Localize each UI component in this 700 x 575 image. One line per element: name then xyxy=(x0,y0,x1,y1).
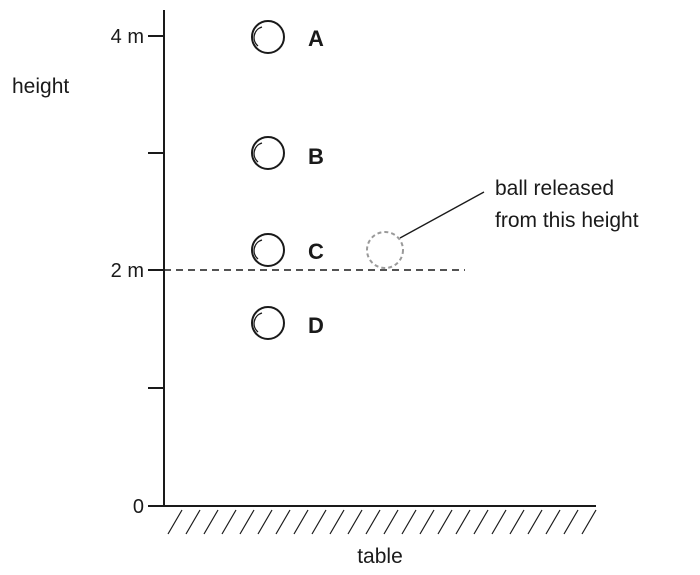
ball-label-c: C xyxy=(308,239,324,264)
released-ball xyxy=(366,231,404,269)
ball-d xyxy=(251,306,285,340)
annotation-leader-line xyxy=(399,191,485,239)
tick-label-2m: 2 m xyxy=(111,260,144,282)
tick-label-0: 0 xyxy=(133,496,144,518)
ball-a xyxy=(251,20,285,54)
ball-label-b: B xyxy=(308,144,324,169)
ball-c xyxy=(251,233,285,267)
annotation-line-2: from this height xyxy=(495,209,639,232)
ball-b xyxy=(251,136,285,170)
ball-label-d: D xyxy=(308,313,324,338)
annotation-line-1: ball released xyxy=(495,177,614,200)
tick-label-4m: 4 m xyxy=(111,26,144,48)
table-label: table xyxy=(357,545,403,568)
table-hatching xyxy=(167,509,597,535)
ball-label-a: A xyxy=(308,26,324,51)
axis-title: height xyxy=(12,75,69,98)
